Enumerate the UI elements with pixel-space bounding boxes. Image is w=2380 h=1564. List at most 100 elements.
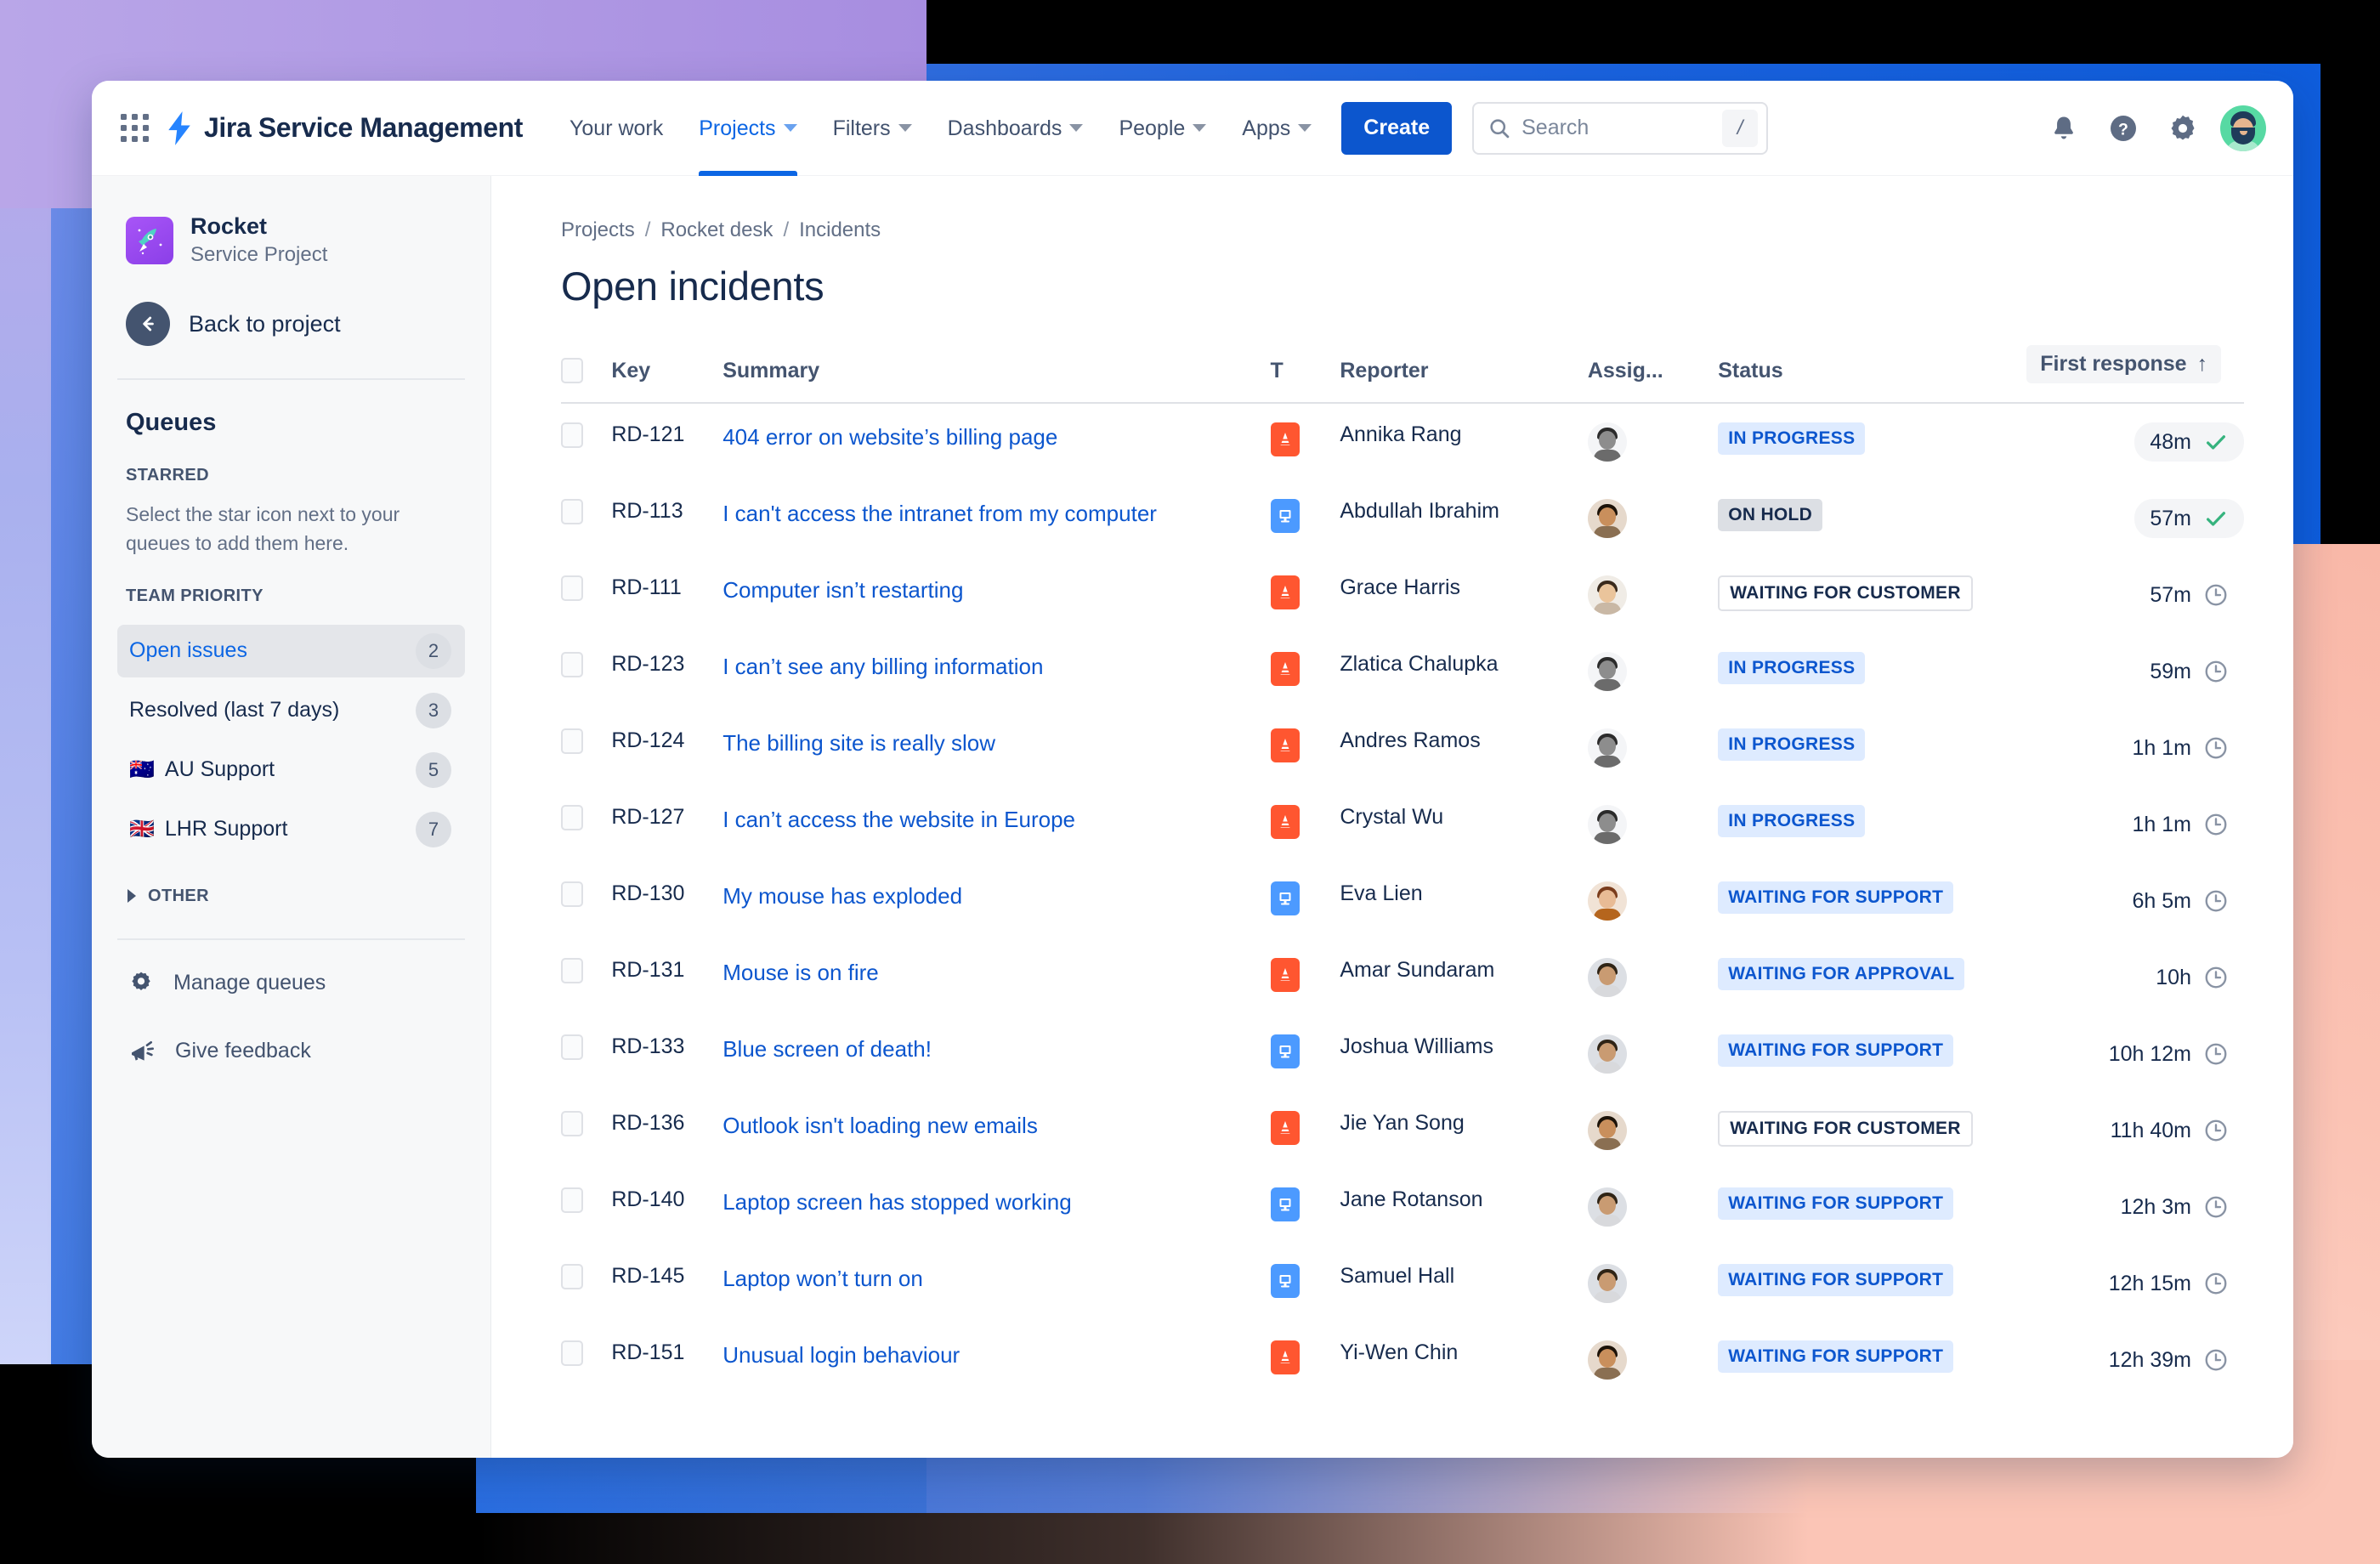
issue-summary-link[interactable]: I can't access the intranet from my comp… xyxy=(722,501,1157,526)
issue-summary-link[interactable]: Outlook isn't loading new emails xyxy=(722,1113,1038,1138)
help-question-icon[interactable]: ? xyxy=(2101,106,2145,150)
table-row[interactable]: RD-133 Blue screen of death! Joshua Willia… xyxy=(561,1016,2244,1092)
nav-item-people[interactable]: People xyxy=(1101,81,1224,176)
row-checkbox[interactable] xyxy=(561,1264,583,1289)
issue-summary-link[interactable]: Mouse is on fire xyxy=(722,960,879,985)
col-status[interactable]: Status xyxy=(1718,345,2027,404)
row-checkbox[interactable] xyxy=(561,652,583,677)
issue-key[interactable]: RD-124 xyxy=(611,728,685,752)
breadcrumb-incidents[interactable]: Incidents xyxy=(799,218,881,241)
back-to-project-button[interactable]: Back to project xyxy=(117,268,465,347)
manage-queues-button[interactable]: Manage queues xyxy=(117,959,465,1008)
avatar[interactable] xyxy=(1587,499,1627,538)
issue-summary-link[interactable]: Laptop won’t turn on xyxy=(722,1266,923,1291)
search-input[interactable] xyxy=(1522,116,1713,140)
avatar[interactable] xyxy=(1587,652,1627,691)
nav-item-projects[interactable]: Projects xyxy=(681,81,814,176)
table-row[interactable]: RD-121 404 error on website’s billing pag… xyxy=(561,403,2244,480)
issue-key[interactable]: RD-140 xyxy=(611,1187,685,1211)
issue-summary-link[interactable]: 404 error on website’s billing page xyxy=(722,424,1058,450)
app-switcher-icon[interactable] xyxy=(116,110,153,147)
nav-item-dashboards[interactable]: Dashboards xyxy=(930,81,1102,176)
avatar[interactable] xyxy=(1587,881,1627,921)
col-type[interactable]: T xyxy=(1270,345,1340,404)
issue-key[interactable]: RD-113 xyxy=(611,499,683,523)
avatar[interactable] xyxy=(1587,1187,1627,1227)
issue-summary-link[interactable]: I can’t see any billing information xyxy=(722,654,1044,679)
issue-key[interactable]: RD-131 xyxy=(611,958,685,982)
issue-key[interactable]: RD-121 xyxy=(611,422,685,446)
create-button[interactable]: Create xyxy=(1341,101,1453,155)
avatar[interactable] xyxy=(1587,1034,1627,1074)
notifications-bell-icon[interactable] xyxy=(2042,106,2086,150)
nav-item-apps[interactable]: Apps xyxy=(1224,81,1329,176)
row-checkbox[interactable] xyxy=(561,881,583,907)
col-assignee[interactable]: Assig... xyxy=(1587,345,1719,404)
row-checkbox[interactable] xyxy=(561,728,583,754)
issue-summary-link[interactable]: Laptop screen has stopped working xyxy=(722,1189,1072,1215)
avatar[interactable] xyxy=(1587,728,1627,768)
row-checkbox[interactable] xyxy=(561,805,583,830)
col-key[interactable]: Key xyxy=(611,345,723,404)
row-checkbox[interactable] xyxy=(561,1111,583,1136)
issue-summary-link[interactable]: The billing site is really slow xyxy=(722,730,996,756)
row-checkbox[interactable] xyxy=(561,1187,583,1213)
give-feedback-button[interactable]: Give feedback xyxy=(117,1027,465,1076)
nav-item-your-work[interactable]: Your work xyxy=(552,81,681,176)
issue-key[interactable]: RD-127 xyxy=(611,805,685,829)
issue-summary-link[interactable]: I can’t access the website in Europe xyxy=(722,807,1075,832)
issue-key[interactable]: RD-123 xyxy=(611,652,685,676)
sidebar-item-lhr-support[interactable]: 🇬🇧 LHR Support 7 xyxy=(117,803,465,856)
table-row[interactable]: RD-131 Mouse is on fire Amar Sundaram WAITI… xyxy=(561,939,2244,1016)
table-row[interactable]: RD-113 I can't access the intranet from m… xyxy=(561,480,2244,557)
issue-key[interactable]: RD-130 xyxy=(611,881,685,905)
avatar[interactable] xyxy=(1587,422,1627,462)
issue-key[interactable]: RD-151 xyxy=(611,1340,685,1364)
issue-summary-link[interactable]: Unusual login behaviour xyxy=(722,1342,960,1368)
col-summary[interactable]: Summary xyxy=(722,345,1271,404)
project-header[interactable]: Rocket Service Project xyxy=(117,176,465,268)
table-row[interactable]: RD-111 Computer isn’t restarting Grace Har… xyxy=(561,557,2244,633)
settings-gear-icon[interactable] xyxy=(2161,106,2205,150)
issue-key[interactable]: RD-111 xyxy=(611,575,682,599)
sort-first-response[interactable]: First response ↑ xyxy=(2026,345,2222,383)
row-checkbox[interactable] xyxy=(561,958,583,983)
table-row[interactable]: RD-123 I can’t see any billing informatio… xyxy=(561,633,2244,710)
row-checkbox[interactable] xyxy=(561,575,583,601)
avatar[interactable] xyxy=(1587,1111,1627,1150)
table-row[interactable]: RD-140 Laptop screen has stopped working J… xyxy=(561,1169,2244,1245)
row-checkbox[interactable] xyxy=(561,422,583,448)
table-row[interactable]: RD-127 I can’t access the website in Euro… xyxy=(561,786,2244,863)
table-row[interactable]: RD-136 Outlook isn't loading new emails Ji… xyxy=(561,1092,2244,1169)
row-checkbox[interactable] xyxy=(561,1340,583,1366)
sidebar-item-resolved[interactable]: Resolved (last 7 days) 3 xyxy=(117,684,465,737)
table-row[interactable]: RD-130 My mouse has exploded Eva Lien WAITI… xyxy=(561,863,2244,939)
breadcrumb-projects[interactable]: Projects xyxy=(561,218,635,241)
avatar[interactable] xyxy=(1587,1264,1627,1303)
sidebar-item-open-issues[interactable]: Open issues 2 xyxy=(117,624,465,677)
issue-summary-link[interactable]: Computer isn’t restarting xyxy=(722,577,964,603)
breadcrumb-rocket-desk[interactable]: Rocket desk xyxy=(660,218,774,241)
table-row[interactable]: RD-124 The billing site is really slow And… xyxy=(561,710,2244,786)
search-box[interactable]: / xyxy=(1472,101,1769,155)
avatar[interactable] xyxy=(1587,805,1627,844)
avatar[interactable] xyxy=(1587,575,1627,615)
col-first-response[interactable]: First response ↑ xyxy=(2026,345,2244,404)
issue-key[interactable]: RD-133 xyxy=(611,1034,685,1058)
issue-summary-link[interactable]: My mouse has exploded xyxy=(722,883,963,909)
issue-key[interactable]: RD-145 xyxy=(611,1264,685,1288)
sidebar-item-au-support[interactable]: 🇦🇺 AU Support 5 xyxy=(117,744,465,796)
avatar[interactable] xyxy=(1587,1340,1627,1380)
row-checkbox[interactable] xyxy=(561,499,583,524)
table-row[interactable]: RD-145 Laptop won’t turn on Samuel Hall WAI… xyxy=(561,1245,2244,1322)
select-all-checkbox[interactable] xyxy=(561,358,583,383)
table-row[interactable]: RD-151 Unusual login behaviour Yi-Wen Chin… xyxy=(561,1322,2244,1398)
row-checkbox[interactable] xyxy=(561,1034,583,1060)
nav-item-filters[interactable]: Filters xyxy=(815,81,930,176)
sidebar-section-other[interactable]: OTHER xyxy=(117,856,465,906)
avatar[interactable] xyxy=(1587,958,1627,997)
issue-key[interactable]: RD-136 xyxy=(611,1111,685,1135)
user-avatar[interactable] xyxy=(2220,105,2266,151)
issue-summary-link[interactable]: Blue screen of death! xyxy=(722,1036,932,1062)
brand-logo[interactable]: Jira Service Management xyxy=(165,110,523,145)
